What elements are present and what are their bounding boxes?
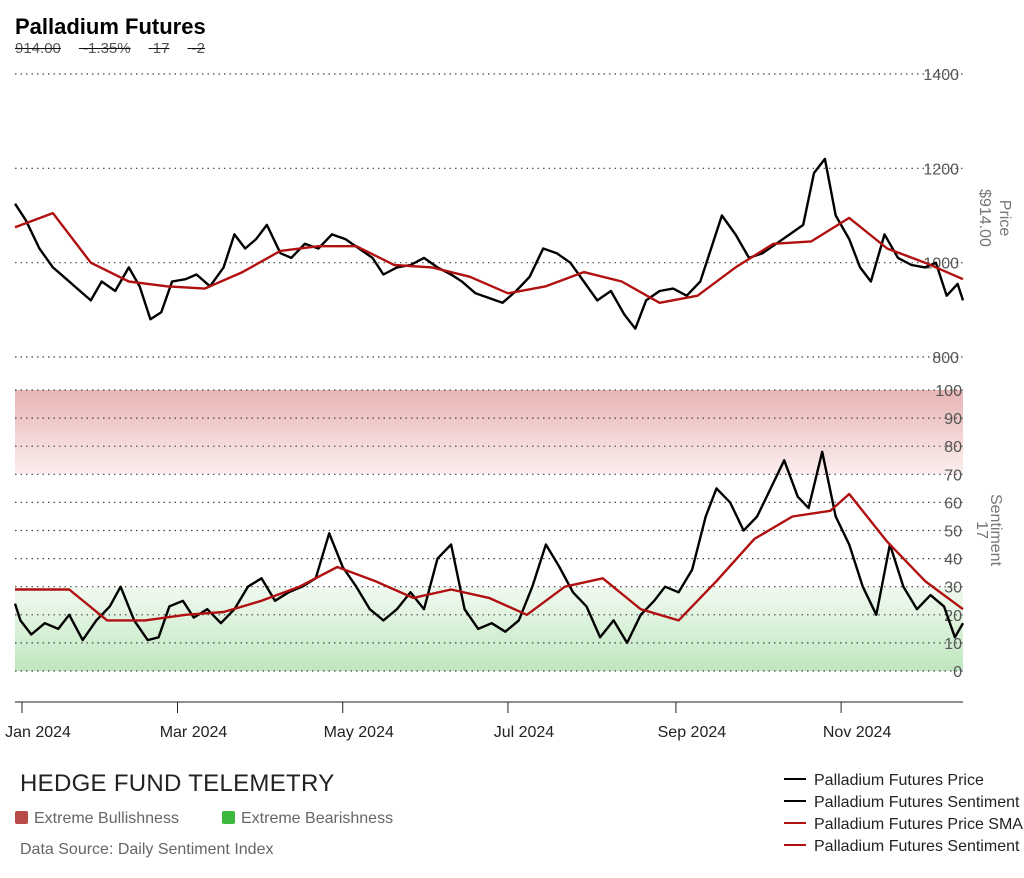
bullish-swatch [15, 811, 28, 824]
legend-label: Palladium Futures Price [814, 772, 984, 789]
price-series-line-0 [13, 157, 965, 330]
sentiment-value: 17 [152, 40, 170, 57]
x-tick-label: May 2024 [324, 724, 394, 741]
x-tick-label: Nov 2024 [823, 724, 892, 741]
sentiment-tick-label: 70 [944, 467, 962, 484]
price-axis-label: Price [996, 200, 1013, 237]
legend-label: Palladium Futures Sentiment SMA [814, 838, 1024, 855]
bearish-swatch [222, 811, 235, 824]
legend-label: Palladium Futures Sentiment [814, 794, 1020, 811]
sentiment-series-line-1 [15, 492, 964, 622]
legend-line [784, 800, 806, 802]
sentiment-axis-last-value: 17 [973, 521, 990, 539]
extreme-bearish-band [15, 587, 963, 671]
legend-line [784, 844, 806, 846]
price-grid: 800 1000 1200 1400 [15, 67, 963, 367]
sentiment-tick-label: 90 [944, 411, 962, 428]
legend-extreme-bearishness: Extreme Bearishness [222, 810, 393, 828]
sentiment-series-line-0 [13, 450, 965, 645]
chart-title: Palladium Futures [15, 14, 206, 39]
legend-line [784, 778, 806, 780]
data-source: Data Source: Daily Sentiment Index [20, 841, 274, 858]
legend-extreme-bullishness: Extreme Bullishness [15, 810, 179, 828]
legend-item-price[interactable]: Palladium Futures Price [784, 772, 1024, 794]
sentiment-tick-label: 30 [944, 580, 962, 597]
zone-label: Extreme Bearishness [241, 810, 394, 827]
sentiment-change: -2 [191, 40, 205, 57]
price-series-line-1 [14, 211, 964, 304]
price-tick-label: 1000 [923, 256, 959, 273]
zone-label: Extreme Bullishness [34, 810, 179, 827]
last-price: 914.00 [15, 40, 61, 57]
legend-item-sentiment[interactable]: Palladium Futures Sentiment [784, 794, 1024, 816]
x-tick-label: Jan 2024 [5, 724, 71, 741]
x-tick-label: Mar 2024 [160, 724, 228, 741]
sentiment-tick-label: 40 [944, 552, 962, 569]
price-change-percent: -1.35% [83, 40, 131, 57]
legend-label: Palladium Futures Price SMA [814, 816, 1023, 833]
legend-line [784, 822, 806, 824]
price-stats: 914.00 -1.35% 17 -2 [15, 40, 205, 57]
x-tick-label: Sep 2024 [658, 724, 727, 741]
sentiment-series-lines [13, 450, 965, 645]
sentiment-tick-label: 50 [944, 524, 962, 541]
legend-item-sentiment-sma[interactable]: Palladium Futures Sentiment SMA [784, 838, 1024, 860]
price-axis-last-value: $914.00 [976, 189, 993, 247]
x-axis: Jan 2024 Mar 2024 May 2024 Jul 2024 Sep 2024… [5, 702, 891, 741]
series-legend: Palladium Futures Price Palladium Future… [784, 772, 1024, 860]
sentiment-tick-label: 80 [944, 439, 962, 456]
legend-item-price-sma[interactable]: Palladium Futures Price SMA [784, 816, 1024, 838]
sentiment-tick-label: 10 [944, 636, 962, 653]
sentiment-axis-label: Sentiment [987, 494, 1004, 567]
extreme-bullish-band [15, 390, 963, 474]
price-tick-label: 800 [932, 350, 959, 367]
sentiment-tick-label: 0 [953, 664, 962, 681]
price-tick-label: 1200 [923, 161, 959, 178]
sentiment-tick-label: 100 [935, 383, 962, 400]
sentiment-tick-label: 60 [944, 495, 962, 512]
price-series-lines [13, 157, 965, 330]
x-tick-label: Jul 2024 [494, 724, 555, 741]
price-tick-label: 1400 [923, 67, 959, 84]
brand-name: HEDGE FUND TELEMETRY [20, 770, 335, 797]
